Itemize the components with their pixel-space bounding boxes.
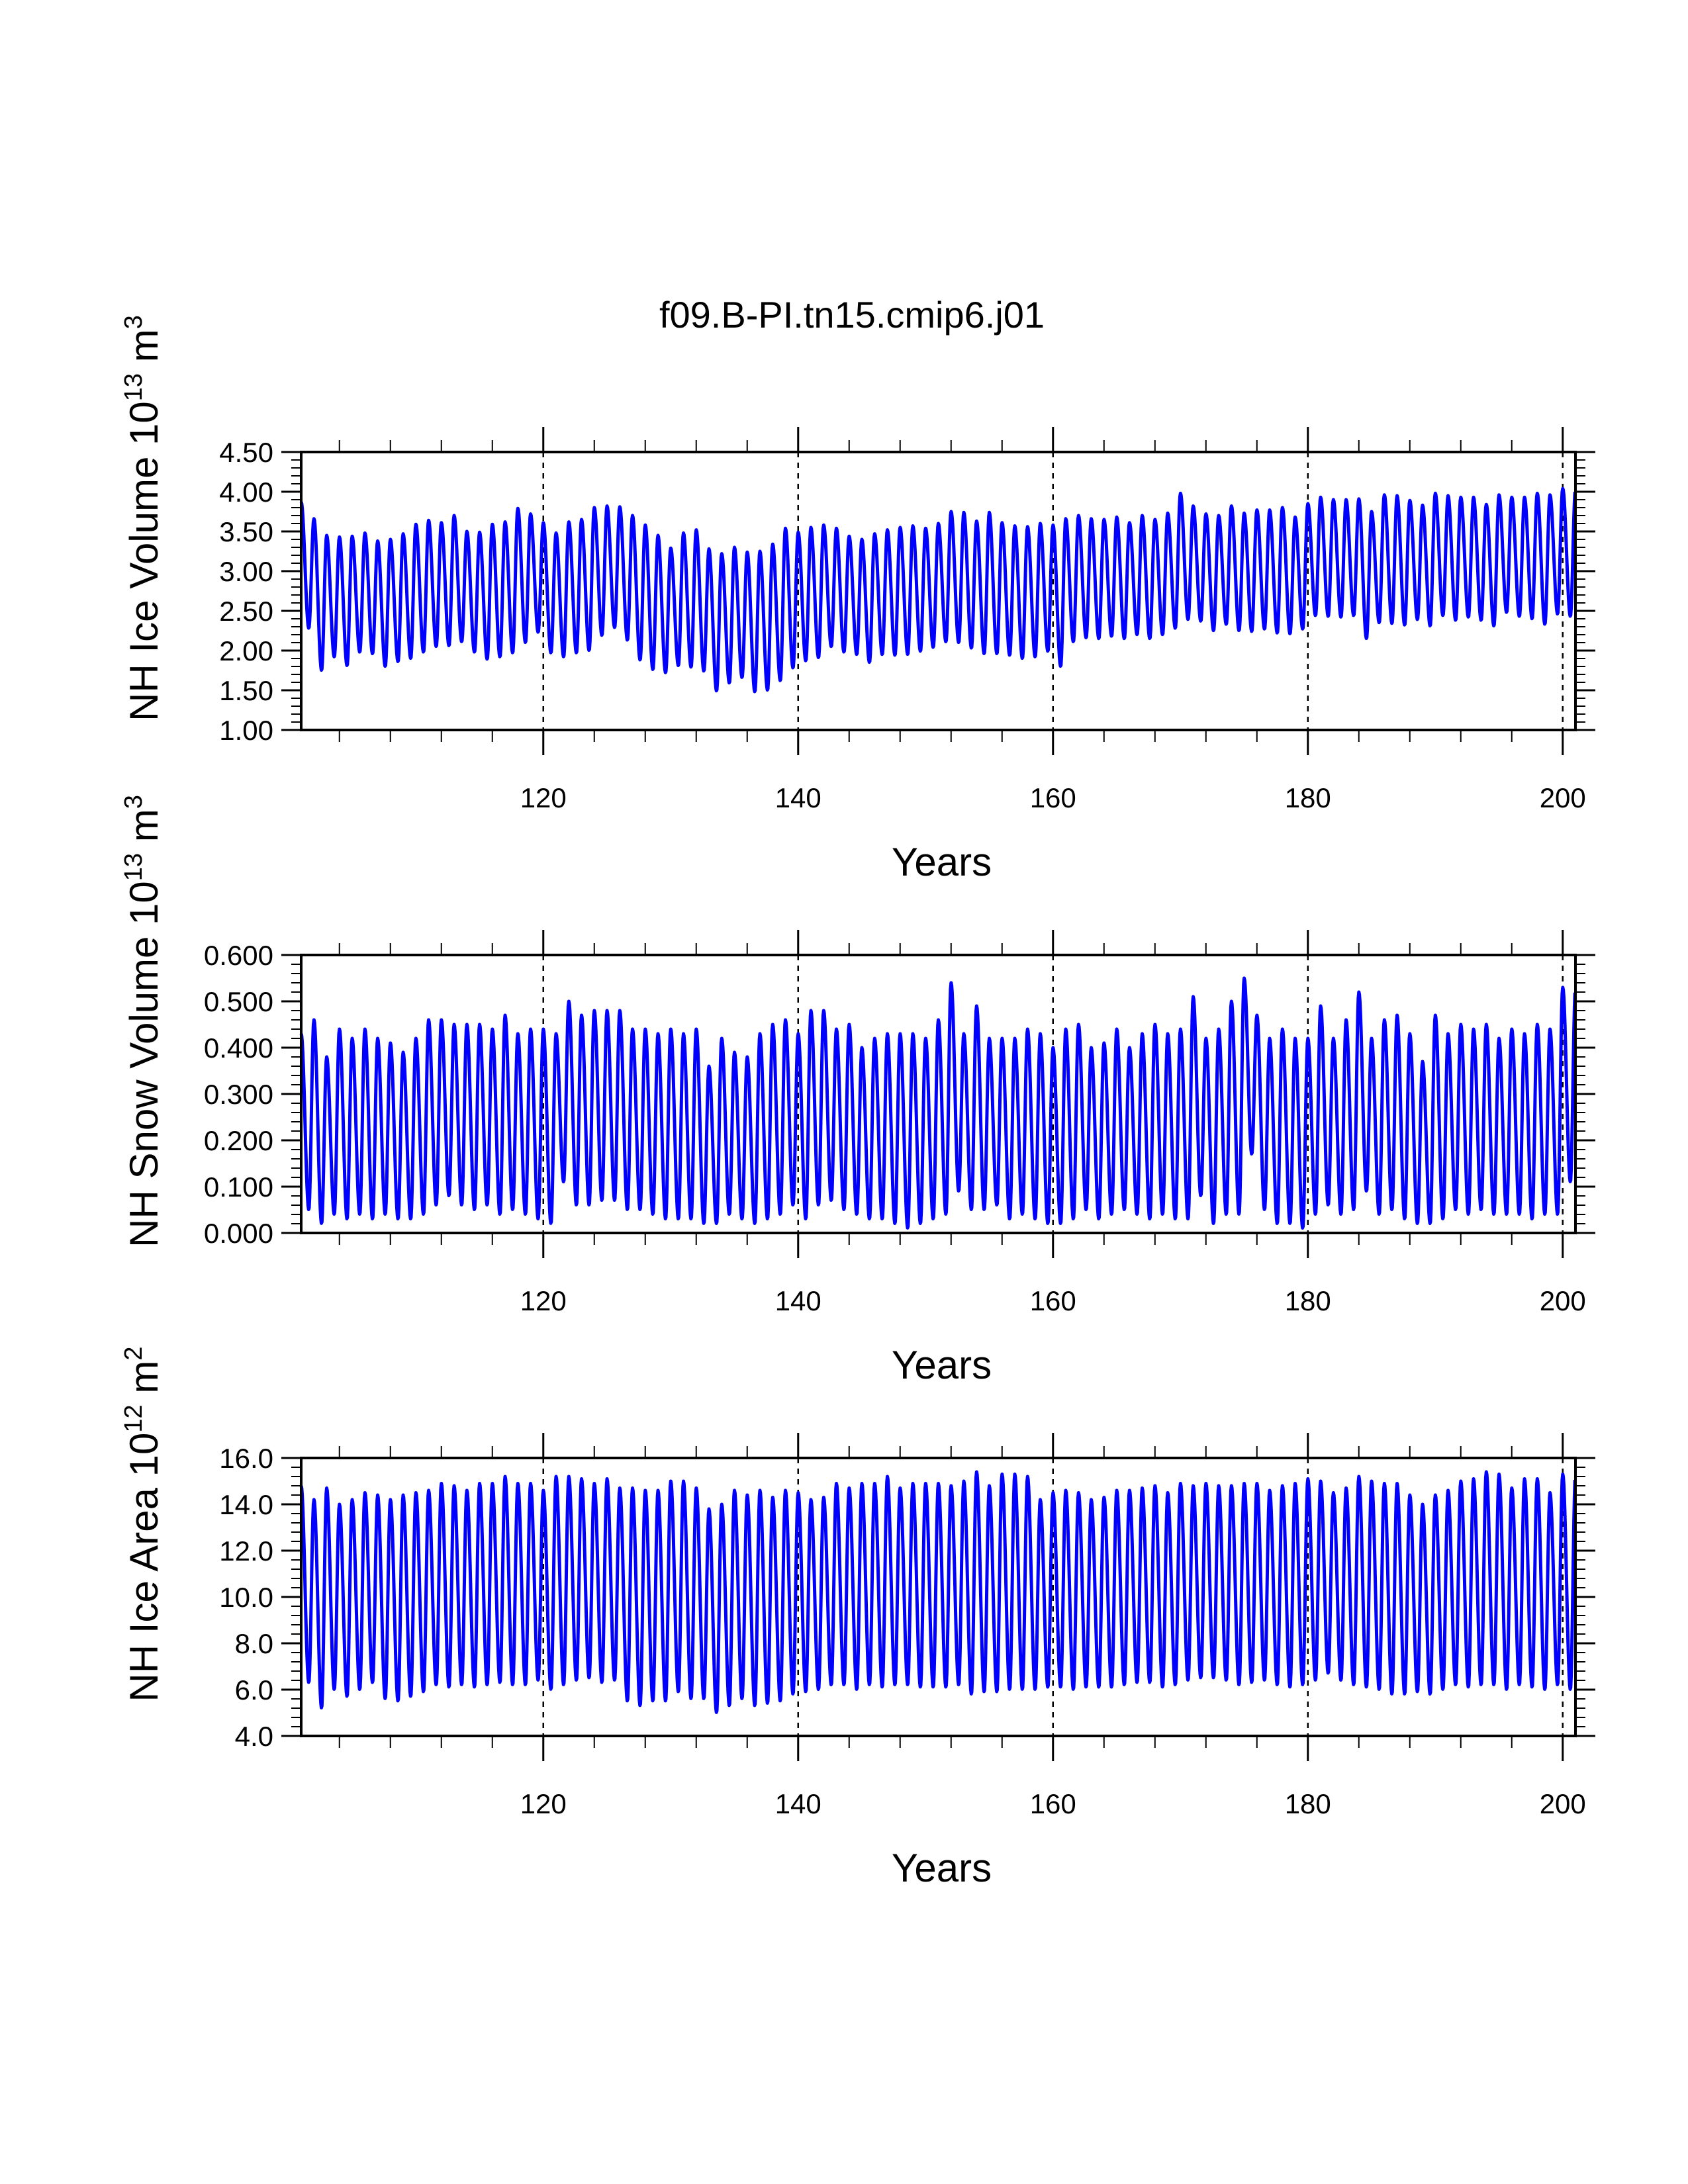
y-tick-label: 0.000 <box>204 1218 273 1249</box>
y-tick-label: 8.0 <box>235 1628 273 1659</box>
y-tick-label: 0.400 <box>204 1032 273 1064</box>
x-tick-label: 140 <box>775 1788 821 1819</box>
x-axis-title: Years <box>892 840 992 884</box>
x-tick-label: 140 <box>775 1285 821 1316</box>
x-tick-label: 160 <box>1030 1285 1076 1316</box>
x-tick-label: 160 <box>1030 1788 1076 1819</box>
y-tick-label: 16.0 <box>219 1443 273 1474</box>
figure-title: f09.B-PI.tn15.cmip6.j01 <box>659 294 1045 336</box>
plot-frame <box>300 451 1577 731</box>
y-tick-label: 3.50 <box>219 516 273 547</box>
y-tick-label: 0.200 <box>204 1125 273 1156</box>
y-tick-label: 0.500 <box>204 986 273 1017</box>
x-axis-title: Years <box>892 1846 992 1890</box>
y-tick-label: 0.600 <box>204 940 273 971</box>
panel-3: 4.0 6.0 8.0 10.0 12.0 14.0 16.0 120 140 160 180 200… <box>120 1347 1595 1890</box>
x-tick-label: 120 <box>520 1788 567 1819</box>
plot-frame <box>300 954 1577 1234</box>
x-tick-label: 120 <box>520 782 567 813</box>
series-line <box>299 486 1577 694</box>
x-tick-label: 140 <box>775 782 821 813</box>
y-tick-label: 0.100 <box>204 1171 273 1203</box>
x-tick-label: 180 <box>1285 1285 1331 1316</box>
y-axis-title: NH Snow Volume 1013 m3 <box>120 795 166 1248</box>
y-tick-label: 2.00 <box>219 635 273 666</box>
y-tick-label: 4.00 <box>219 477 273 508</box>
y-axis-title: NH Ice Volume 1013 m3 <box>120 315 166 721</box>
x-tick-label: 120 <box>520 1285 567 1316</box>
y-tick-label: 4.50 <box>219 437 273 468</box>
y-tick-label: 6.0 <box>235 1674 273 1706</box>
panel-2: 0.000 0.100 0.200 0.300 0.400 0.500 0.600 120 14… <box>120 795 1595 1387</box>
series-line <box>299 1470 1577 1714</box>
y-tick-label: 1.50 <box>219 675 273 706</box>
y-tick-label: 1.00 <box>219 715 273 746</box>
y-tick-label: 14.0 <box>219 1489 273 1520</box>
y-tick-label: 2.50 <box>219 596 273 627</box>
y-tick-label: 0.300 <box>204 1079 273 1110</box>
x-tick-label: 200 <box>1540 782 1586 813</box>
series-line <box>299 976 1577 1230</box>
y-tick-label: 4.0 <box>235 1721 273 1752</box>
y-axis-title: NH Ice Area 1012 m2 <box>120 1347 166 1702</box>
x-tick-label: 180 <box>1285 782 1331 813</box>
x-tick-label: 200 <box>1540 1788 1586 1819</box>
panel-1: 1.00 1.50 2.00 2.50 3.00 3.50 4.00 4.50 120 140 16… <box>120 315 1595 884</box>
x-axis-title: Years <box>892 1343 992 1387</box>
y-tick-label: 3.00 <box>219 556 273 587</box>
x-tick-label: 200 <box>1540 1285 1586 1316</box>
y-tick-label: 12.0 <box>219 1535 273 1567</box>
x-tick-label: 160 <box>1030 782 1076 813</box>
y-tick-label: 10.0 <box>219 1582 273 1613</box>
x-tick-label: 180 <box>1285 1788 1331 1819</box>
